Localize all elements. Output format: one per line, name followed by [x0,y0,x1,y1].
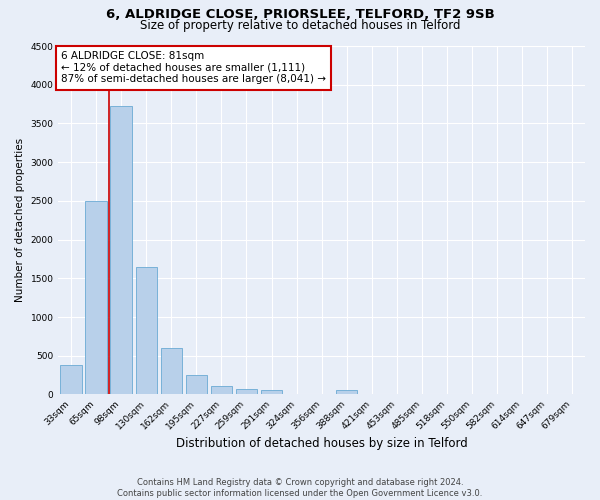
Bar [211,386,232,394]
Bar [236,390,257,394]
Bar [136,266,157,394]
Text: 6, ALDRIDGE CLOSE, PRIORSLEE, TELFORD, TF2 9SB: 6, ALDRIDGE CLOSE, PRIORSLEE, TELFORD, T… [106,8,494,20]
Bar [60,365,82,394]
Bar [85,201,107,394]
Text: Contains HM Land Registry data © Crown copyright and database right 2024.
Contai: Contains HM Land Registry data © Crown c… [118,478,482,498]
Bar [110,106,132,395]
Y-axis label: Number of detached properties: Number of detached properties [15,138,25,302]
Text: Size of property relative to detached houses in Telford: Size of property relative to detached ho… [140,18,460,32]
Bar [261,390,282,394]
Bar [185,375,207,394]
X-axis label: Distribution of detached houses by size in Telford: Distribution of detached houses by size … [176,437,467,450]
Bar [161,348,182,395]
Bar [336,390,358,394]
Text: 6 ALDRIDGE CLOSE: 81sqm
← 12% of detached houses are smaller (1,111)
87% of semi: 6 ALDRIDGE CLOSE: 81sqm ← 12% of detache… [61,51,326,84]
